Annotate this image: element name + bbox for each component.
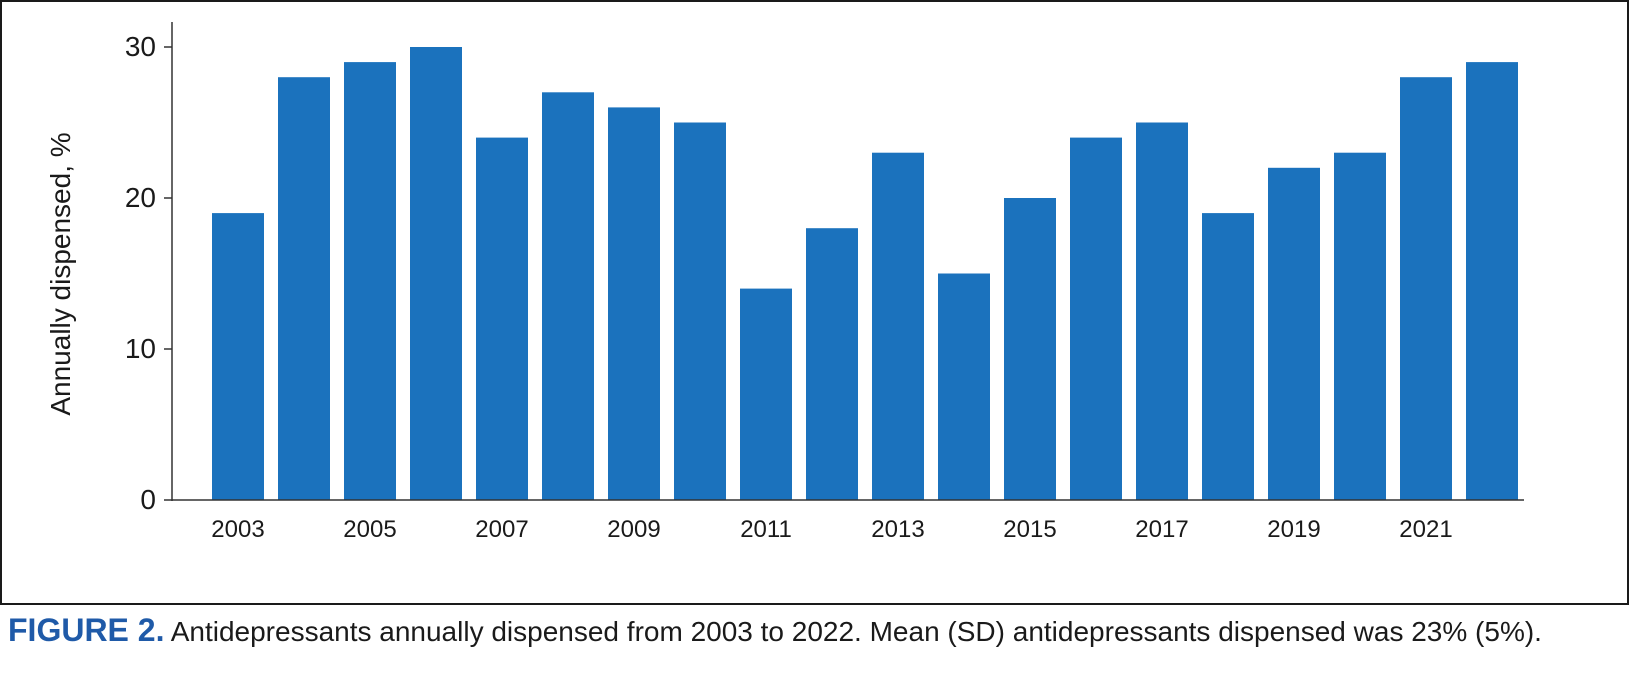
bar-2018 <box>1202 213 1254 500</box>
x-tick-label-2003: 2003 <box>211 516 264 543</box>
y-axis-title: Annually dispensed, % <box>45 132 76 415</box>
bar-2019 <box>1268 167 1320 501</box>
bar-2013 <box>872 152 924 500</box>
figure-frame: 0 10 20 30 2003 2005 2007 2009 2011 2013 2015 2017 2… <box>0 0 1629 605</box>
y-tick-label-30: 30 <box>125 31 156 62</box>
bar-2009 <box>608 107 660 501</box>
bar-2020 <box>1334 152 1386 500</box>
x-tick-label-2007: 2007 <box>475 516 528 543</box>
bar-2021 <box>1400 77 1452 500</box>
caption-label: FIGURE 2. <box>8 612 165 648</box>
bar-2015 <box>1004 198 1056 500</box>
y-tick-label-20: 20 <box>125 182 156 213</box>
bar-2022 <box>1466 62 1518 500</box>
bar-2006 <box>410 47 462 500</box>
figure-caption: FIGURE 2. Antidepressants annually dispe… <box>8 612 1623 650</box>
bar-2012 <box>806 228 858 500</box>
bar-2008 <box>542 92 594 501</box>
bar-2014 <box>938 273 990 500</box>
x-tick-label-2017: 2017 <box>1135 516 1188 543</box>
bar-2003 <box>212 213 264 500</box>
bar-2010 <box>674 122 726 500</box>
bar-2017 <box>1136 122 1188 500</box>
bar-chart: 0 10 20 30 2003 2005 2007 2009 2011 2013 2015 2017 2… <box>45 22 1524 543</box>
x-tick-label-2011: 2011 <box>740 516 792 543</box>
x-tick-label-2021: 2021 <box>1399 516 1452 543</box>
bar-2005 <box>344 62 396 500</box>
x-tick-label-2009: 2009 <box>607 516 660 543</box>
x-tick-label-2019: 2019 <box>1267 516 1320 543</box>
x-tick-label-2005: 2005 <box>343 516 396 543</box>
x-tick-label-2013: 2013 <box>871 516 924 543</box>
y-tick-label-10: 10 <box>125 333 156 364</box>
x-tick-label-2015: 2015 <box>1003 516 1056 543</box>
bar-2007 <box>476 137 528 500</box>
bar-2004 <box>278 77 330 500</box>
bar-2016 <box>1070 137 1122 500</box>
bar-2011 <box>740 288 792 500</box>
y-tick-label-0: 0 <box>140 484 156 515</box>
caption-text: Antidepressants annually dispensed from … <box>170 616 1542 647</box>
